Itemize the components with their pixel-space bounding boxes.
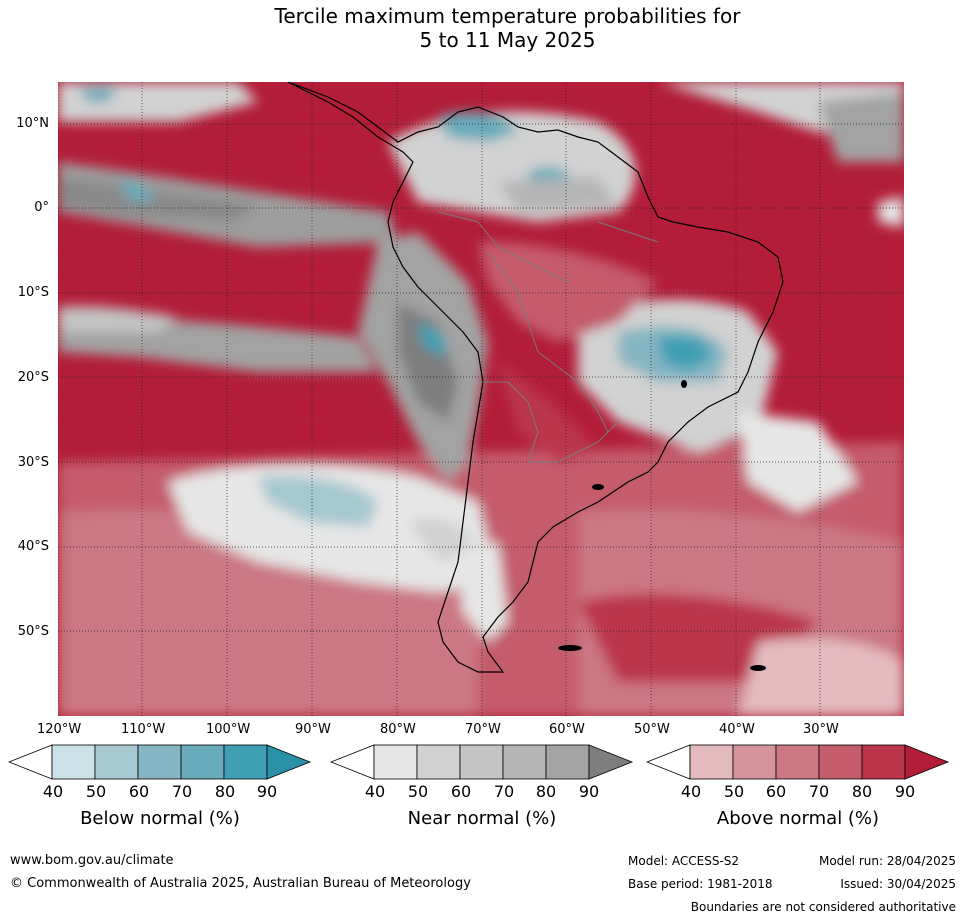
lat-label-50s: 50°S	[17, 624, 49, 639]
above-tick-90: 90	[894, 782, 916, 801]
colorbar-swatch	[502, 744, 547, 780]
islands	[558, 380, 766, 671]
website-link[interactable]: www.bom.gov.au/climate	[10, 853, 174, 868]
title-line-2: 5 to 11 May 2025	[419, 28, 596, 52]
colorbar-max-triangle	[904, 744, 950, 780]
colorbar-swatch	[459, 744, 504, 780]
forecast-map	[58, 82, 904, 716]
lat-label-10s: 10°S	[17, 285, 49, 300]
lon-label-40w: 40°W	[719, 722, 755, 737]
graticule	[58, 82, 904, 716]
lon-label-30w: 30°W	[803, 722, 839, 737]
lat-label-0: 0°	[34, 200, 49, 215]
colorbar-swatch	[373, 744, 418, 780]
lon-label-90w: 90°W	[295, 722, 331, 737]
copyright-notice: © Commonwealth of Australia 2025, Austra…	[10, 876, 471, 891]
south-america-coastline	[287, 82, 784, 673]
near-normal-swatches	[330, 744, 634, 780]
near-tick-50: 50	[407, 782, 429, 801]
lon-label-60w: 60°W	[549, 722, 585, 737]
map-canvas	[58, 82, 904, 716]
above-tick-40: 40	[680, 782, 702, 801]
colorbar-swatch	[732, 744, 777, 780]
above-tick-80: 80	[851, 782, 873, 801]
below-tick-90: 90	[256, 782, 278, 801]
near-normal-label: Near normal (%)	[407, 808, 557, 829]
lon-label-50w: 50°W	[634, 722, 670, 737]
above-tick-50: 50	[723, 782, 745, 801]
boundaries-disclaimer: Boundaries are not considered authoritat…	[690, 900, 956, 914]
above-normal-label: Above normal (%)	[716, 808, 880, 829]
above-tick-70: 70	[808, 782, 830, 801]
above-normal-swatches	[646, 744, 950, 780]
lon-label-120w: 120°W	[37, 722, 82, 737]
colorbar-swatch	[180, 744, 225, 780]
below-tick-40: 40	[42, 782, 64, 801]
colorbar-min-triangle	[8, 744, 53, 780]
lon-label-70w: 70°W	[465, 722, 501, 737]
below-tick-80: 80	[214, 782, 236, 801]
lat-label-10n: 10°N	[16, 116, 49, 131]
colorbar-max-triangle	[266, 744, 312, 780]
colorbar-swatch	[137, 744, 182, 780]
chart-title: Tercile maximum temperature probabilitie…	[0, 4, 965, 52]
lat-label-20s: 20°S	[17, 370, 49, 385]
above-normal-colorbar	[646, 744, 950, 780]
near-tick-70: 70	[493, 782, 515, 801]
lat-label-30s: 30°S	[17, 455, 49, 470]
above-tick-60: 60	[765, 782, 787, 801]
near-tick-80: 80	[535, 782, 557, 801]
below-tick-70: 70	[171, 782, 193, 801]
colorbar-swatch	[689, 744, 734, 780]
base-period: Base period: 1981-2018	[628, 877, 773, 891]
lon-label-100w: 100°W	[206, 722, 251, 737]
lon-label-80w: 80°W	[380, 722, 416, 737]
colorbar-max-triangle	[588, 744, 634, 780]
lon-label-110w: 110°W	[121, 722, 166, 737]
below-normal-colorbar	[8, 744, 312, 780]
lat-label-40s: 40°S	[17, 539, 49, 554]
colorbar-swatch	[818, 744, 863, 780]
below-tick-60: 60	[128, 782, 150, 801]
model-run-date: Model run: 28/04/2025	[818, 854, 956, 868]
near-tick-60: 60	[450, 782, 472, 801]
country-borders	[437, 211, 659, 463]
probability-field	[58, 82, 904, 716]
model-info: Model: ACCESS-S2	[628, 854, 740, 868]
below-normal-label: Below normal (%)	[80, 808, 240, 829]
colorbar-swatch	[775, 744, 820, 780]
title-line-1: Tercile maximum temperature probabilitie…	[274, 4, 741, 28]
colorbar-swatch	[223, 744, 268, 780]
colorbar-swatch	[545, 744, 590, 780]
near-tick-40: 40	[364, 782, 386, 801]
colorbar-min-triangle	[646, 744, 691, 780]
below-tick-50: 50	[85, 782, 107, 801]
below-normal-swatches	[8, 744, 312, 780]
colorbar-swatch	[861, 744, 906, 780]
colorbar-swatch	[94, 744, 139, 780]
colorbar-min-triangle	[330, 744, 375, 780]
colorbar-swatch	[416, 744, 461, 780]
colorbar-swatch	[51, 744, 96, 780]
near-tick-90: 90	[578, 782, 600, 801]
near-normal-colorbar	[330, 744, 634, 780]
issued-date: Issued: 30/04/2025	[840, 877, 956, 891]
